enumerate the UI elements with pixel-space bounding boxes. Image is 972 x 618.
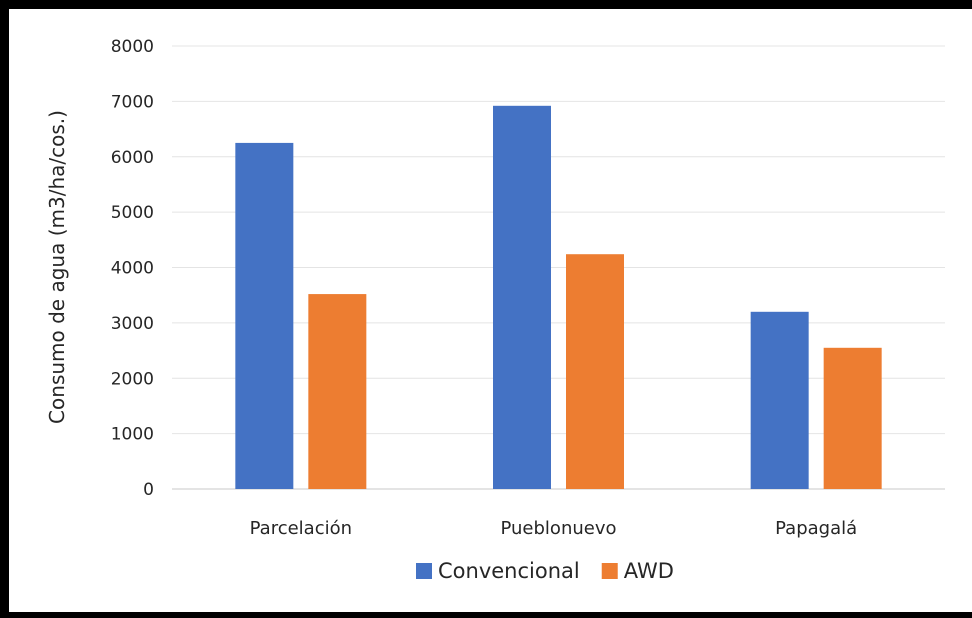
y-tick-label: 7000 <box>111 92 154 112</box>
y-tick-label: 4000 <box>111 259 154 279</box>
legend-swatch-awd <box>601 563 618 579</box>
y-tick-label: 6000 <box>111 148 154 168</box>
bar-awd-2 <box>566 254 624 489</box>
legend-label: AWD <box>624 559 674 583</box>
legend-swatch-convencional <box>416 563 432 579</box>
x-category-label: Pueblonuevo <box>500 518 616 539</box>
x-axis-categories: Parcelación Pueblonuevo Papagalá <box>250 518 858 539</box>
y-tick-label: 3000 <box>111 314 154 334</box>
bar-convencional-1 <box>235 142 294 489</box>
x-category-label: Parcelación <box>250 518 352 539</box>
bar-awd-3 <box>823 347 882 489</box>
legend: Convencional AWD <box>416 559 674 583</box>
bar-awd-1 <box>308 294 367 489</box>
bar-convencional-2 <box>493 105 551 490</box>
y-axis-ticks: 0 1000 2000 3000 4000 5000 6000 7000 8000 <box>111 37 154 500</box>
x-category-label: Papagalá <box>775 518 857 539</box>
bars <box>235 105 882 490</box>
y-tick-label: 1000 <box>111 425 154 445</box>
y-tick-label: 2000 <box>111 369 154 389</box>
legend-label: Convencional <box>438 559 580 583</box>
y-axis-title: Consumo de agua (m3/ha/cos.) <box>45 110 69 424</box>
y-tick-label: 0 <box>143 480 154 500</box>
y-tick-label: 5000 <box>111 203 154 223</box>
y-tick-label: 8000 <box>111 37 154 57</box>
bar-convencional-3 <box>750 311 809 489</box>
gridlines <box>172 45 945 490</box>
